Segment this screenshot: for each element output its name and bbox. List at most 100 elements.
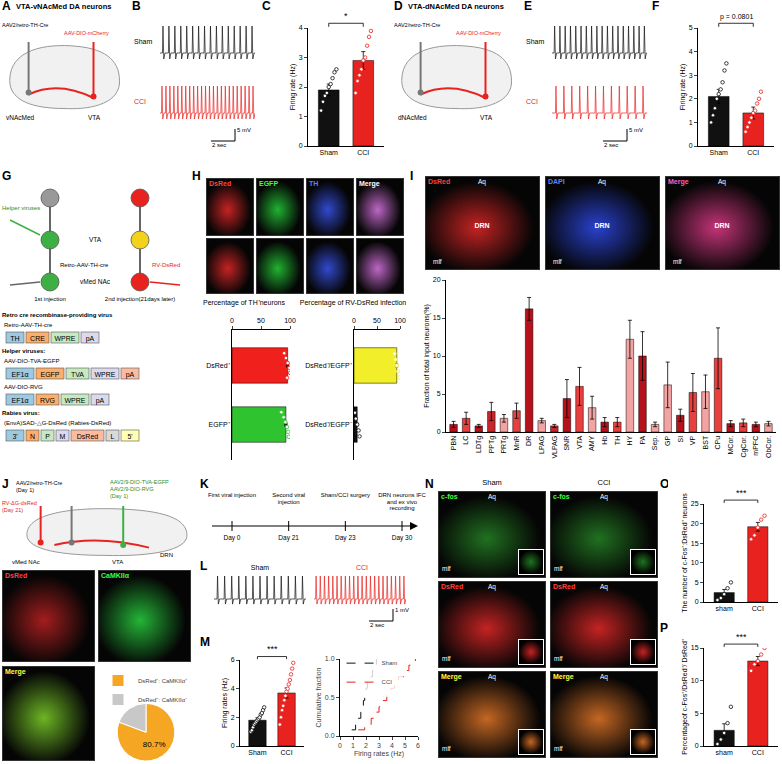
svg-text:MnR: MnR xyxy=(513,436,520,451)
svg-text:4: 4 xyxy=(689,48,693,55)
svg-text:TH: TH xyxy=(10,335,19,342)
svg-text:0: 0 xyxy=(695,598,699,605)
svg-text:p = 0.0801: p = 0.0801 xyxy=(720,13,753,21)
svg-text:Sham: Sham xyxy=(710,149,728,156)
svg-text:0: 0 xyxy=(231,742,235,749)
svg-text:3': 3' xyxy=(12,433,17,440)
svg-text:pA: pA xyxy=(86,335,95,343)
svg-text:6: 6 xyxy=(416,742,420,749)
svg-text:VP: VP xyxy=(689,435,696,445)
svg-text:VLPAG: VLPAG xyxy=(551,436,558,459)
svg-text:CCI: CCI xyxy=(357,149,369,156)
svg-text:0: 0 xyxy=(299,142,303,149)
svg-text:0: 0 xyxy=(230,317,234,324)
svg-text:EF1α: EF1α xyxy=(12,371,29,378)
svg-text:HY: HY xyxy=(626,435,633,445)
svg-text:RVG: RVG xyxy=(40,397,55,404)
svg-text:AMY: AMY xyxy=(588,435,595,451)
svg-text:3: 3 xyxy=(299,54,303,61)
svg-text:0: 0 xyxy=(689,142,693,149)
svg-text:sham: sham xyxy=(716,605,733,612)
svg-text:Percentage of TH⁺neurons: Percentage of TH⁺neurons xyxy=(203,299,286,307)
svg-text:DsRed⁺: CaMKIIα⁻: DsRed⁺: CaMKIIα⁻ xyxy=(138,697,187,703)
svg-text:TH: TH xyxy=(614,436,621,445)
svg-text:LDTg: LDTg xyxy=(475,436,483,453)
svg-text:PRTg: PRTg xyxy=(500,436,508,454)
svg-text:MCor.: MCor. xyxy=(727,436,734,455)
svg-text:sham: sham xyxy=(716,749,733,756)
svg-text:Firing rate (Hz): Firing rate (Hz) xyxy=(289,64,297,111)
svg-text:Sham: Sham xyxy=(382,660,398,666)
svg-text:CCI: CCI xyxy=(752,749,764,756)
svg-text:5: 5 xyxy=(695,710,699,717)
svg-text:4: 4 xyxy=(231,685,235,692)
svg-text:CRE: CRE xyxy=(30,335,45,342)
svg-text:1: 1 xyxy=(299,113,303,120)
svg-text:50: 50 xyxy=(257,317,265,324)
svg-text:2: 2 xyxy=(364,742,368,749)
svg-text:P: P xyxy=(45,433,50,440)
svg-text:DR: DR xyxy=(525,436,532,446)
svg-text:DsRed⁺/EGFP⁺: DsRed⁺/EGFP⁺ xyxy=(305,362,352,369)
svg-text:VTA: VTA xyxy=(576,435,583,448)
svg-text:DsRed: DsRed xyxy=(77,433,99,440)
svg-text:10: 10 xyxy=(433,352,441,359)
svg-text:Sham: Sham xyxy=(248,749,266,756)
svg-text:0: 0 xyxy=(695,742,699,749)
svg-text:WPRE: WPRE xyxy=(65,397,86,404)
svg-text:6: 6 xyxy=(231,656,235,663)
svg-text:Sham: Sham xyxy=(320,149,338,156)
svg-text:pA: pA xyxy=(96,397,105,405)
svg-text:0: 0 xyxy=(338,742,342,749)
svg-text:15: 15 xyxy=(433,314,441,321)
svg-text:CPu: CPu xyxy=(714,436,721,450)
svg-text:CgCor.: CgCor. xyxy=(740,436,748,458)
svg-text:LC: LC xyxy=(462,436,469,445)
svg-text:PPTg: PPTg xyxy=(488,436,496,454)
svg-text:EGFP⁺: EGFP⁺ xyxy=(209,421,231,428)
svg-text:CCI: CCI xyxy=(382,679,393,685)
svg-text:20: 20 xyxy=(691,520,699,527)
svg-text:1: 1 xyxy=(351,742,355,749)
svg-text:25: 25 xyxy=(691,500,699,507)
svg-text:20: 20 xyxy=(433,276,441,283)
svg-text:100: 100 xyxy=(394,317,406,324)
svg-text:EGFP: EGFP xyxy=(40,371,59,378)
svg-text:***: *** xyxy=(736,488,747,498)
svg-text:EF1α: EF1α xyxy=(12,397,29,404)
svg-text:The number of c-Fos⁺:DsRed⁺ ne: The number of c-Fos⁺:DsRed⁺ neurons xyxy=(681,493,688,613)
svg-text:5: 5 xyxy=(403,742,407,749)
svg-text:5': 5' xyxy=(127,433,132,440)
svg-text:100: 100 xyxy=(284,317,296,324)
svg-text:4: 4 xyxy=(390,742,394,749)
svg-text:5: 5 xyxy=(695,579,699,586)
svg-text:*: * xyxy=(344,11,348,21)
svg-text:DsRed⁺: CaMKIIα⁺: DsRed⁺: CaMKIIα⁺ xyxy=(138,678,187,684)
svg-text:CCI: CCI xyxy=(747,149,759,156)
svg-text:2: 2 xyxy=(299,83,303,90)
svg-text:Fraction of total input neuron: Fraction of total input neurons(%) xyxy=(423,304,431,408)
svg-text:4: 4 xyxy=(299,24,303,31)
svg-text:Cumulative fraction: Cumulative fraction xyxy=(315,667,322,727)
svg-text:mPFC: mPFC xyxy=(752,436,759,456)
svg-text:PBN: PBN xyxy=(450,436,457,450)
svg-text:***: *** xyxy=(736,632,747,642)
svg-text:BST: BST xyxy=(702,435,709,449)
svg-text:Hb: Hb xyxy=(601,436,608,445)
svg-text:PA: PA xyxy=(639,435,646,444)
svg-text:Percentage of RV-DsRed infecti: Percentage of RV-DsRed infection xyxy=(300,299,407,307)
svg-text:80.7%: 80.7% xyxy=(143,740,166,749)
svg-text:15: 15 xyxy=(691,540,699,547)
svg-text:L: L xyxy=(111,433,115,440)
svg-text:LPAG: LPAG xyxy=(538,436,545,454)
svg-text:10: 10 xyxy=(691,559,699,566)
svg-text:Firing rates (Hz): Firing rates (Hz) xyxy=(354,750,404,758)
svg-text:3: 3 xyxy=(377,742,381,749)
svg-text:SI: SI xyxy=(677,436,684,443)
svg-text:N: N xyxy=(30,433,35,440)
svg-text:CCI: CCI xyxy=(281,749,293,756)
svg-text:0.5: 0.5 xyxy=(325,694,335,701)
svg-text:M: M xyxy=(60,433,66,440)
svg-text:pA: pA xyxy=(126,371,135,379)
svg-text:Firing rates (Hz): Firing rates (Hz) xyxy=(221,678,229,728)
